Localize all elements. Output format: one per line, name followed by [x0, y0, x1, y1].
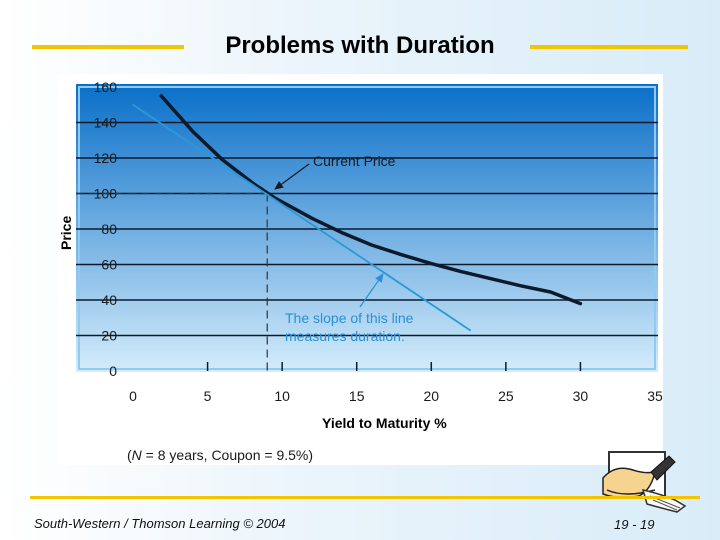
x-axis-label: Yield to Maturity %: [322, 415, 447, 431]
x-tick-label: 15: [349, 388, 365, 404]
x-tick-label: 35: [647, 388, 663, 404]
y-tick-label: 80: [101, 221, 117, 237]
footer-credit: South-Western / Thomson Learning © 2004: [34, 516, 286, 531]
notepad-pencil-icon: [602, 451, 687, 513]
slide-title: Problems with Duration: [225, 32, 495, 59]
title-rule-right: [530, 45, 688, 49]
page-number: 19 - 19: [614, 517, 655, 532]
current-price-curve: [159, 94, 583, 306]
x-tick-label: 5: [204, 388, 212, 404]
footer-rule: [30, 496, 700, 499]
y-axis-label: Price: [58, 216, 74, 250]
chart-parameters: (N = 8 years, Coupon = 9.5%): [127, 447, 313, 463]
slope-annotation-line2: measures duration.: [285, 328, 405, 344]
y-tick-label: 60: [101, 257, 117, 273]
current-price-label: Current Price: [313, 153, 396, 169]
x-tick-label: 20: [423, 388, 439, 404]
x-tick-label: 10: [274, 388, 290, 404]
current-price-arrow: [274, 163, 310, 190]
slope-annotation-line1: The slope of this line: [285, 310, 414, 326]
y-tick-label: 120: [94, 150, 118, 166]
x-tick-label: 0: [129, 388, 137, 404]
title-rule-left: [32, 45, 184, 49]
slope-arrow: [359, 273, 384, 308]
duration-tangent-line: [132, 103, 472, 332]
plot-inner-border: [78, 86, 656, 370]
y-tick-label: 0: [109, 363, 117, 379]
x-tick-label: 25: [498, 388, 514, 404]
y-tick-label: 160: [94, 79, 118, 95]
y-tick-label: 40: [101, 292, 117, 308]
x-tick-label: 30: [573, 388, 589, 404]
y-tick-label: 140: [94, 115, 118, 131]
chart-panel: 0 5 10 15 20 25 30 35 0 20 40 60 80 100 120 140 160 Cur…: [57, 74, 663, 465]
y-tick-label: 20: [101, 328, 117, 344]
